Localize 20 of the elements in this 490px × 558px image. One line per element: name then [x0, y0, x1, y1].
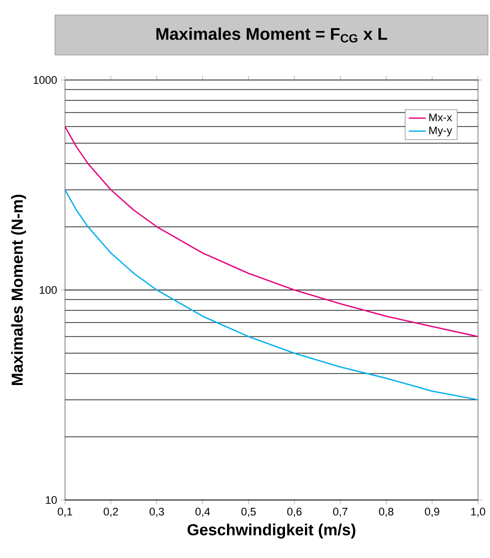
x-tick-label: 0,6 [287, 508, 302, 517]
y-tick-label: 100 [40, 286, 57, 294]
x-tick-label: 1,0 [471, 508, 486, 517]
line-series [65, 126, 478, 338]
y-tick-label: 10 [46, 496, 57, 504]
chart-title: Maximales Moment = F$_{CG}$ x L [156, 28, 388, 42]
x-tick-label: 0,4 [195, 508, 210, 517]
y-tick-label: 1000 [34, 76, 57, 84]
legend-label: Mx-x [429, 114, 452, 122]
x-tick-label: 0,5 [241, 508, 256, 517]
x-tick-label: 0,7 [333, 508, 348, 517]
x-tick-label: 0,3 [150, 508, 164, 517]
x-tick-label: 0,1 [58, 508, 72, 517]
line-series [65, 189, 478, 400]
x-axis-title: Geschwindigkeit (m/s) [188, 524, 356, 539]
x-tick-label: 0,2 [104, 508, 118, 517]
x-tick-label: 0,9 [424, 508, 440, 517]
x-tick-label: 0,8 [379, 508, 394, 517]
y-axis-title: Maximales Moment (N-m) [11, 194, 26, 386]
legend-label: My-y [429, 126, 452, 136]
